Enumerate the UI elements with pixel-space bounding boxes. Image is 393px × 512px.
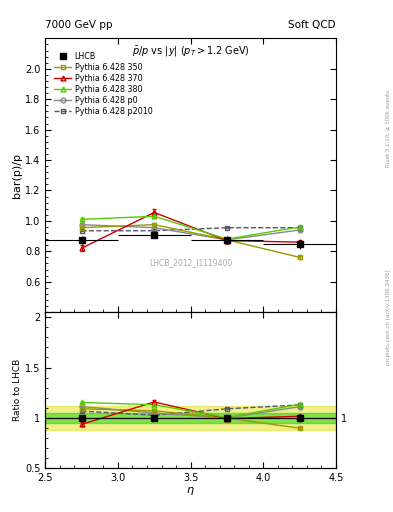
Text: 7000 GeV pp: 7000 GeV pp [45, 19, 113, 30]
Text: $\bar{p}/p$ vs $|y|$ ($p_{T} > 1.2$ GeV): $\bar{p}/p$ vs $|y|$ ($p_{T} > 1.2$ GeV) [132, 45, 250, 59]
Text: Rivet 3.1.10, ≥ 100k events: Rivet 3.1.10, ≥ 100k events [386, 90, 391, 166]
X-axis label: $\eta$: $\eta$ [186, 485, 195, 497]
Y-axis label: bar(p)/p: bar(p)/p [12, 153, 22, 198]
Text: LHCB_2012_I1119400: LHCB_2012_I1119400 [149, 259, 232, 267]
Text: mcplots.cern.ch [arXiv:1306.3436]: mcplots.cern.ch [arXiv:1306.3436] [386, 270, 391, 365]
Text: Soft QCD: Soft QCD [288, 19, 336, 30]
Legend: LHCB, Pythia 6.428 350, Pythia 6.428 370, Pythia 6.428 380, Pythia 6.428 p0, Pyt: LHCB, Pythia 6.428 350, Pythia 6.428 370… [52, 51, 154, 118]
Y-axis label: Ratio to LHCB: Ratio to LHCB [13, 359, 22, 421]
